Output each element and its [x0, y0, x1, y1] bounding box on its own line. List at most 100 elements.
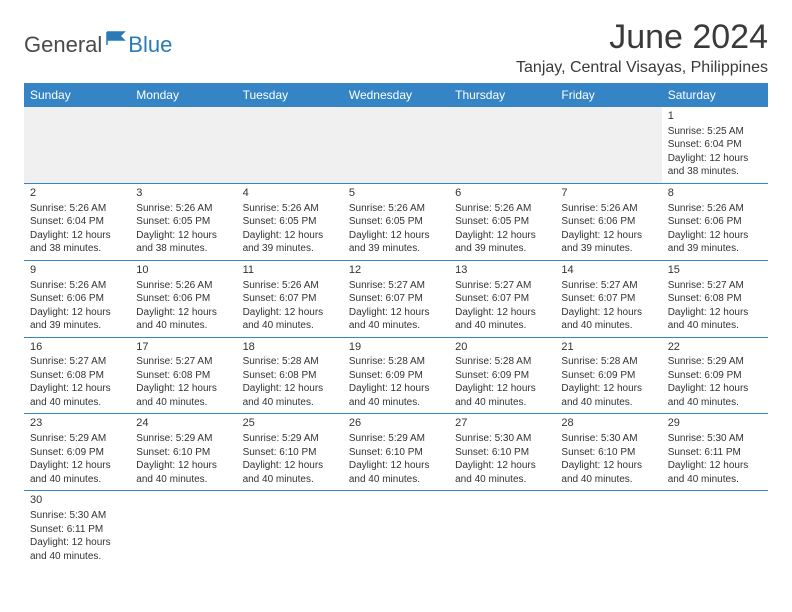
day-header: Thursday: [449, 83, 555, 107]
calendar-row: 16Sunrise: 5:27 AMSunset: 6:08 PMDayligh…: [24, 337, 768, 414]
cell-line: Sunset: 6:06 PM: [30, 292, 124, 306]
calendar-cell: 16Sunrise: 5:27 AMSunset: 6:08 PMDayligh…: [24, 337, 130, 414]
day-number: 3: [136, 186, 230, 201]
cell-line: Sunrise: 5:27 AM: [136, 355, 230, 369]
calendar-row: 23Sunrise: 5:29 AMSunset: 6:09 PMDayligh…: [24, 414, 768, 491]
cell-line: Daylight: 12 hours: [243, 306, 337, 320]
calendar-cell: 23Sunrise: 5:29 AMSunset: 6:09 PMDayligh…: [24, 414, 130, 491]
calendar-cell: 13Sunrise: 5:27 AMSunset: 6:07 PMDayligh…: [449, 260, 555, 337]
cell-line: and 40 minutes.: [136, 396, 230, 410]
cell-line: Daylight: 12 hours: [136, 459, 230, 473]
cell-line: Daylight: 12 hours: [136, 382, 230, 396]
cell-line: and 40 minutes.: [243, 473, 337, 487]
cell-line: Sunrise: 5:26 AM: [136, 202, 230, 216]
cell-line: Sunset: 6:09 PM: [349, 369, 443, 383]
calendar-cell: 10Sunrise: 5:26 AMSunset: 6:06 PMDayligh…: [130, 260, 236, 337]
calendar-cell-empty: [24, 107, 130, 183]
cell-line: and 40 minutes.: [243, 396, 337, 410]
calendar-cell: 2Sunrise: 5:26 AMSunset: 6:04 PMDaylight…: [24, 183, 130, 260]
cell-line: and 40 minutes.: [668, 319, 762, 333]
cell-line: Sunset: 6:05 PM: [136, 215, 230, 229]
calendar-cell: 27Sunrise: 5:30 AMSunset: 6:10 PMDayligh…: [449, 414, 555, 491]
cell-line: Sunrise: 5:26 AM: [668, 202, 762, 216]
calendar-cell: 24Sunrise: 5:29 AMSunset: 6:10 PMDayligh…: [130, 414, 236, 491]
calendar-cell: 1Sunrise: 5:25 AMSunset: 6:04 PMDaylight…: [662, 107, 768, 183]
cell-line: Sunrise: 5:27 AM: [455, 279, 549, 293]
cell-line: Sunrise: 5:26 AM: [136, 279, 230, 293]
day-number: 5: [349, 186, 443, 201]
day-number: 21: [561, 340, 655, 355]
cell-line: Sunset: 6:10 PM: [243, 446, 337, 460]
cell-line: and 39 minutes.: [668, 242, 762, 256]
cell-line: Sunset: 6:10 PM: [349, 446, 443, 460]
cell-line: Sunset: 6:09 PM: [668, 369, 762, 383]
cell-line: Daylight: 12 hours: [668, 152, 762, 166]
calendar-cell: 29Sunrise: 5:30 AMSunset: 6:11 PMDayligh…: [662, 414, 768, 491]
cell-line: Daylight: 12 hours: [349, 459, 443, 473]
cell-line: Sunset: 6:07 PM: [561, 292, 655, 306]
day-number: 16: [30, 340, 124, 355]
day-number: 22: [668, 340, 762, 355]
calendar-cell-empty: [662, 491, 768, 567]
cell-line: and 40 minutes.: [668, 396, 762, 410]
cell-line: Daylight: 12 hours: [455, 306, 549, 320]
cell-line: Daylight: 12 hours: [30, 382, 124, 396]
cell-line: Sunrise: 5:27 AM: [561, 279, 655, 293]
cell-line: Sunrise: 5:26 AM: [30, 279, 124, 293]
cell-line: and 40 minutes.: [349, 473, 443, 487]
cell-line: Sunrise: 5:30 AM: [561, 432, 655, 446]
cell-line: Sunset: 6:06 PM: [561, 215, 655, 229]
cell-line: Sunset: 6:05 PM: [243, 215, 337, 229]
calendar-cell: 11Sunrise: 5:26 AMSunset: 6:07 PMDayligh…: [237, 260, 343, 337]
cell-line: Sunrise: 5:28 AM: [243, 355, 337, 369]
cell-line: Sunset: 6:05 PM: [349, 215, 443, 229]
cell-line: Daylight: 12 hours: [30, 306, 124, 320]
cell-line: and 40 minutes.: [136, 473, 230, 487]
day-number: 28: [561, 416, 655, 431]
cell-line: Sunset: 6:11 PM: [30, 523, 124, 537]
cell-line: Sunrise: 5:27 AM: [349, 279, 443, 293]
day-number: 25: [243, 416, 337, 431]
cell-line: Daylight: 12 hours: [668, 459, 762, 473]
day-number: 27: [455, 416, 549, 431]
cell-line: Sunrise: 5:28 AM: [349, 355, 443, 369]
cell-line: Sunset: 6:04 PM: [30, 215, 124, 229]
cell-line: and 38 minutes.: [668, 165, 762, 179]
cell-line: and 39 minutes.: [349, 242, 443, 256]
cell-line: Sunset: 6:06 PM: [136, 292, 230, 306]
calendar-cell: 26Sunrise: 5:29 AMSunset: 6:10 PMDayligh…: [343, 414, 449, 491]
cell-line: Sunrise: 5:29 AM: [243, 432, 337, 446]
cell-line: Daylight: 12 hours: [136, 229, 230, 243]
day-header: Tuesday: [237, 83, 343, 107]
day-number: 19: [349, 340, 443, 355]
cell-line: Sunset: 6:10 PM: [455, 446, 549, 460]
calendar-cell: 19Sunrise: 5:28 AMSunset: 6:09 PMDayligh…: [343, 337, 449, 414]
cell-line: and 40 minutes.: [561, 319, 655, 333]
cell-line: Sunrise: 5:26 AM: [243, 202, 337, 216]
cell-line: and 39 minutes.: [561, 242, 655, 256]
cell-line: Sunset: 6:11 PM: [668, 446, 762, 460]
cell-line: Sunrise: 5:26 AM: [455, 202, 549, 216]
day-header-row: SundayMondayTuesdayWednesdayThursdayFrid…: [24, 83, 768, 107]
day-number: 30: [30, 493, 124, 508]
day-number: 7: [561, 186, 655, 201]
day-number: 14: [561, 263, 655, 278]
cell-line: Sunset: 6:08 PM: [30, 369, 124, 383]
cell-line: Sunrise: 5:27 AM: [668, 279, 762, 293]
cell-line: Sunset: 6:08 PM: [136, 369, 230, 383]
calendar-cell: 17Sunrise: 5:27 AMSunset: 6:08 PMDayligh…: [130, 337, 236, 414]
cell-line: and 40 minutes.: [349, 396, 443, 410]
cell-line: and 39 minutes.: [30, 319, 124, 333]
cell-line: and 40 minutes.: [136, 319, 230, 333]
cell-line: and 40 minutes.: [349, 319, 443, 333]
cell-line: Sunrise: 5:27 AM: [30, 355, 124, 369]
cell-line: and 38 minutes.: [136, 242, 230, 256]
cell-line: Daylight: 12 hours: [30, 459, 124, 473]
calendar-cell: 25Sunrise: 5:29 AMSunset: 6:10 PMDayligh…: [237, 414, 343, 491]
day-number: 11: [243, 263, 337, 278]
calendar-cell-empty: [449, 491, 555, 567]
title-block: June 2024 Tanjay, Central Visayas, Phili…: [516, 18, 768, 77]
day-number: 24: [136, 416, 230, 431]
cell-line: Sunrise: 5:30 AM: [668, 432, 762, 446]
cell-line: and 40 minutes.: [561, 396, 655, 410]
